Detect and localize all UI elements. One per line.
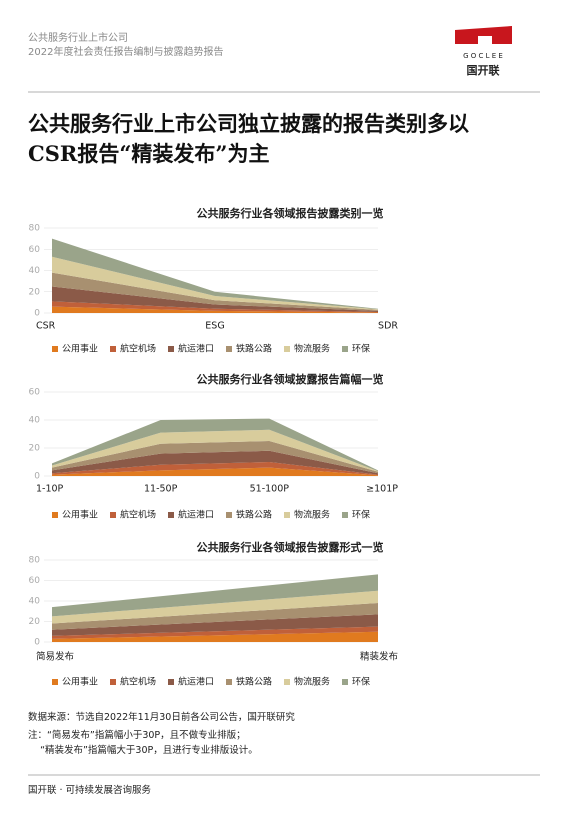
x-tick-label: 精装发布 — [360, 651, 398, 663]
area — [52, 590, 378, 624]
area — [52, 626, 378, 639]
legend-swatch — [168, 679, 174, 685]
legend-swatch — [168, 346, 174, 352]
y-tick-label: 80 — [29, 224, 41, 234]
y-tick-label: 40 — [29, 597, 41, 607]
note: 注：“简易发布”指篇幅小于30P，且不做专业排版； — [28, 730, 246, 741]
legend-swatch — [284, 346, 290, 352]
legend-label: 环保 — [352, 676, 370, 688]
chart-title: 公共服务行业各领域报告披露类别一览 — [197, 206, 384, 220]
legend-swatch — [284, 679, 290, 685]
legend-swatch — [110, 512, 116, 518]
area — [52, 441, 378, 474]
legend-label: 航运港口 — [178, 676, 214, 688]
area — [52, 462, 378, 476]
legend-label: 航运港口 — [178, 509, 214, 521]
area — [52, 429, 378, 472]
area — [52, 614, 378, 636]
area — [52, 418, 378, 472]
y-tick-label: 20 — [29, 617, 41, 627]
legend-label: 航空机场 — [120, 509, 156, 521]
legend-swatch — [52, 346, 58, 352]
x-tick-label: 简易发布 — [36, 651, 74, 663]
area — [52, 238, 378, 310]
legend-label: 铁路公路 — [236, 676, 272, 688]
logo-mark — [455, 26, 512, 44]
legend-swatch — [284, 512, 290, 518]
area — [52, 286, 378, 312]
y-tick-label: 40 — [29, 416, 41, 426]
headline: CSR报告“精装发布”为主 — [28, 141, 270, 166]
legend-label: 公用事业 — [62, 343, 98, 355]
header-line: 2022年度社会责任报告编制与披露趋势报告 — [28, 47, 224, 58]
legend-label: 铁路公路 — [236, 343, 272, 355]
legend-swatch — [342, 679, 348, 685]
legend-label: 航运港口 — [178, 343, 214, 355]
legend-swatch — [342, 512, 348, 518]
charts: 公共服务行业各领域报告披露类别一览020406080CSR ESG SDR公用事业航… — [29, 206, 399, 688]
legend-label: 公用事业 — [62, 509, 98, 521]
legend-swatch — [342, 346, 348, 352]
x-tick-label: ESG — [205, 321, 224, 332]
logo-cn: 国开联 — [467, 63, 500, 77]
x-tick-label: SDR — [378, 321, 398, 332]
header-line: 公共服务行业上市公司 — [28, 33, 128, 44]
y-tick-label: 20 — [29, 287, 41, 297]
y-tick-label: 60 — [29, 576, 41, 586]
legend-swatch — [52, 679, 58, 685]
y-tick-label: 0 — [34, 309, 40, 319]
x-tick-label: CSR — [36, 321, 56, 332]
area — [52, 272, 378, 311]
legend-label: 物流服务 — [294, 676, 330, 688]
logo-en: G O C L E E — [463, 52, 503, 60]
legend-swatch — [226, 679, 232, 685]
y-tick-label: 80 — [29, 556, 41, 566]
source: 数据来源：节选自2022年11月30日前各公司公告，国开联研究 — [28, 712, 295, 723]
area — [52, 574, 378, 617]
area — [52, 306, 378, 313]
x-tick-label: 51-100P — [250, 484, 290, 495]
legend-label: 物流服务 — [294, 343, 330, 355]
legend-label: 航空机场 — [120, 676, 156, 688]
legend-label: 公用事业 — [62, 676, 98, 688]
x-tick-label: 11-50P — [144, 484, 178, 495]
chart-title: 公共服务行业各领域报告披露形式一览 — [197, 540, 384, 554]
legend-label: 环保 — [352, 343, 370, 355]
legend-swatch — [168, 512, 174, 518]
y-tick-label: 0 — [34, 472, 40, 482]
x-tick-label: 1-10P — [36, 484, 64, 495]
area — [52, 301, 378, 313]
y-tick-label: 0 — [34, 638, 40, 648]
footer: 国开联 · 可持续发展咨询服务 — [28, 785, 152, 796]
y-tick-label: 60 — [29, 388, 41, 398]
x-tick-label: ≥101P — [366, 484, 398, 495]
legend-swatch — [226, 346, 232, 352]
legend-swatch — [226, 512, 232, 518]
area — [52, 450, 378, 475]
y-tick-label: 20 — [29, 444, 41, 454]
y-tick-label: 60 — [29, 245, 41, 255]
legend-label: 铁路公路 — [236, 509, 272, 521]
legend-swatch — [110, 346, 116, 352]
y-tick-label: 40 — [29, 266, 41, 276]
area — [52, 467, 378, 476]
legend-swatch — [52, 512, 58, 518]
note: “精装发布”指篇幅大于30P，且进行专业排版设计。 — [28, 745, 258, 756]
legend-label: 物流服务 — [294, 509, 330, 521]
headline: 公共服务行业上市公司独立披露的报告类别多以 — [28, 111, 469, 136]
legend-label: 航空机场 — [120, 343, 156, 355]
area — [52, 603, 378, 630]
legend-label: 环保 — [352, 509, 370, 521]
area — [52, 256, 378, 310]
area — [52, 631, 378, 642]
legend-swatch — [110, 679, 116, 685]
chart-title: 公共服务行业各领域披露报告篇幅一览 — [197, 372, 384, 386]
